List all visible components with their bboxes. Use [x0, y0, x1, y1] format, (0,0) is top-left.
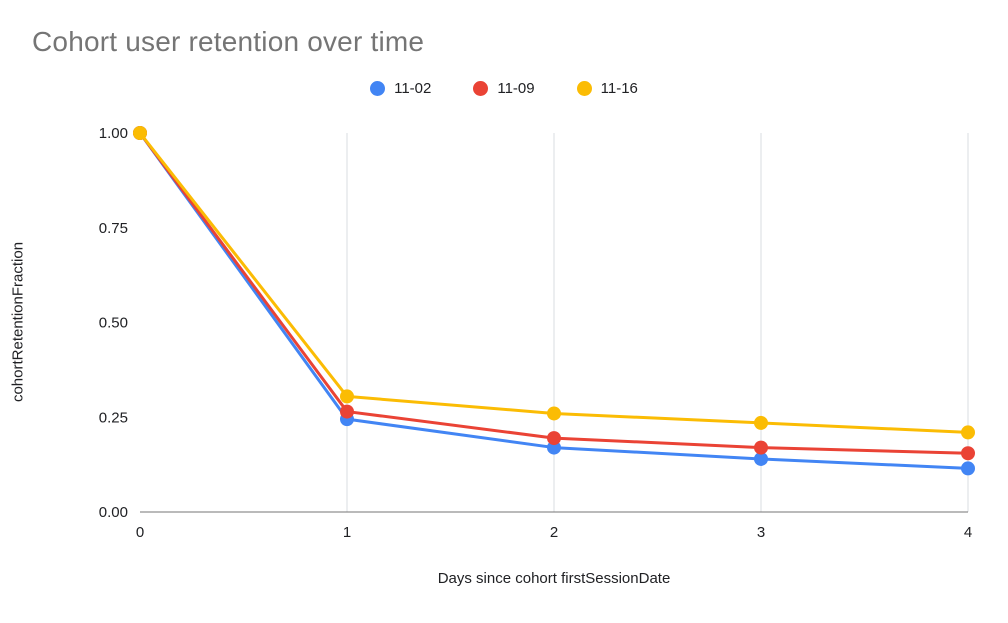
data-point-marker	[340, 389, 354, 404]
data-point-marker	[961, 425, 975, 440]
x-tick-label: 0	[136, 524, 144, 541]
y-axis-title: cohortRetentionFraction	[9, 241, 27, 403]
legend-series-dot-icon	[473, 81, 489, 96]
y-tick-label: 0.50	[99, 315, 128, 332]
x-tick-label: 4	[964, 524, 972, 541]
legend-series-label: 11-02	[394, 80, 432, 97]
y-tick-label: 0.00	[99, 504, 128, 521]
data-point-marker	[961, 461, 975, 476]
axis-ticks-group: 0.00 0.25 0.50 0.75 1.00 0 1 2 3 4	[99, 125, 972, 541]
data-point-marker	[133, 126, 147, 140]
legend-series-label: 11-09	[497, 80, 535, 97]
data-point-marker	[754, 415, 768, 430]
data-point-marker	[547, 406, 561, 421]
legend-series-label: 11-16	[600, 80, 638, 97]
x-tick-label: 2	[550, 524, 558, 541]
y-tick-label: 0.25	[99, 409, 128, 426]
legend-item: 11-16	[576, 80, 638, 97]
data-point-marker	[754, 451, 768, 466]
legend-item: 11-02	[370, 80, 431, 97]
x-tick-label: 3	[757, 524, 765, 541]
data-point-marker	[754, 440, 768, 455]
series-group	[133, 126, 975, 476]
data-point-marker	[547, 431, 561, 446]
x-axis-title: Days since cohort firstSessionDate	[437, 570, 671, 587]
y-tick-label: 1.00	[99, 125, 128, 142]
chart-legend: 11-02 11-09 11-16	[0, 80, 1008, 97]
x-tick-label: 1	[343, 524, 351, 541]
chart-title: Cohort user retention over time	[32, 26, 425, 57]
data-point-marker	[961, 446, 975, 461]
legend-series-dot-icon	[370, 81, 386, 96]
legend-item: 11-09	[473, 80, 535, 97]
legend-series-dot-icon	[576, 81, 592, 96]
data-point-marker	[340, 404, 354, 419]
y-tick-label: 0.75	[99, 220, 128, 237]
gridlines-group	[140, 133, 969, 513]
